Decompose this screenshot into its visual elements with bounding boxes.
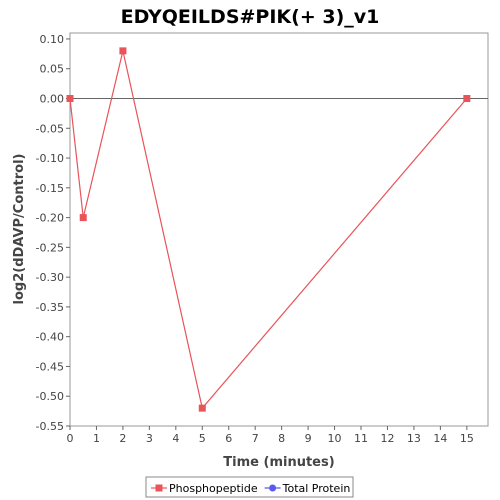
x-tick-label: 7 xyxy=(252,432,259,445)
y-tick-label: -0.45 xyxy=(36,360,64,373)
x-tick-label: 10 xyxy=(328,432,342,445)
x-tick-label: 1 xyxy=(93,432,100,445)
y-tick-label: -0.15 xyxy=(36,182,64,195)
x-tick-label: 14 xyxy=(433,432,447,445)
x-tick-label: 8 xyxy=(278,432,285,445)
y-tick-label: -0.20 xyxy=(36,212,64,225)
data-point xyxy=(119,47,127,55)
legend-label: Total Protein xyxy=(282,482,351,495)
y-tick-label: 0.05 xyxy=(40,63,65,76)
y-tick-label: 0.10 xyxy=(40,33,65,46)
x-tick-label: 5 xyxy=(199,432,206,445)
x-tick-label: 15 xyxy=(460,432,474,445)
legend-marker xyxy=(155,484,163,492)
data-point xyxy=(79,214,87,222)
y-tick-label: -0.05 xyxy=(36,122,64,135)
x-tick-label: 6 xyxy=(225,432,232,445)
legend: Phosphopeptide Total Protein xyxy=(145,476,354,498)
x-tick-label: 13 xyxy=(407,432,421,445)
legend-marker xyxy=(269,484,277,492)
x-tick-label: 3 xyxy=(146,432,153,445)
y-tick-label: -0.55 xyxy=(36,420,64,433)
y-tick-label: 0.00 xyxy=(40,93,65,106)
x-tick-label: 0 xyxy=(67,432,74,445)
x-tick-label: 11 xyxy=(354,432,368,445)
chart-title: EDYQEILDS#PIK(+ 3)_v1 xyxy=(121,6,380,28)
y-tick-label: -0.25 xyxy=(36,241,64,254)
data-point xyxy=(463,95,471,102)
y-tick-label: -0.10 xyxy=(36,152,64,165)
x-tick-label: 4 xyxy=(172,432,179,445)
y-tick-label: -0.30 xyxy=(36,271,64,284)
x-tick-label: 12 xyxy=(380,432,394,445)
legend-label: Phosphopeptide xyxy=(169,482,258,495)
x-tick-label: 2 xyxy=(119,432,126,445)
y-axis: 0.10 0.05 0.00 -0.05 -0.10 -0.15 -0.20 -0.25 -0.… xyxy=(36,33,70,433)
x-tick-label: 9 xyxy=(305,432,312,445)
y-tick-label: -0.35 xyxy=(36,301,64,314)
data-point xyxy=(198,404,206,412)
y-axis-label: log2(dDAVP/Control) xyxy=(12,154,27,305)
series-layer xyxy=(66,47,471,412)
x-axis-label: Time (minutes) xyxy=(223,455,334,470)
legend-box xyxy=(145,476,354,498)
data-point xyxy=(66,95,74,102)
y-tick-label: -0.40 xyxy=(36,331,64,344)
y-tick-label: -0.50 xyxy=(36,390,64,403)
x-axis: 0 1 2 3 4 5 6 7 8 9 10 11 12 13 14 15 xyxy=(67,426,474,445)
plot-area xyxy=(69,32,489,427)
